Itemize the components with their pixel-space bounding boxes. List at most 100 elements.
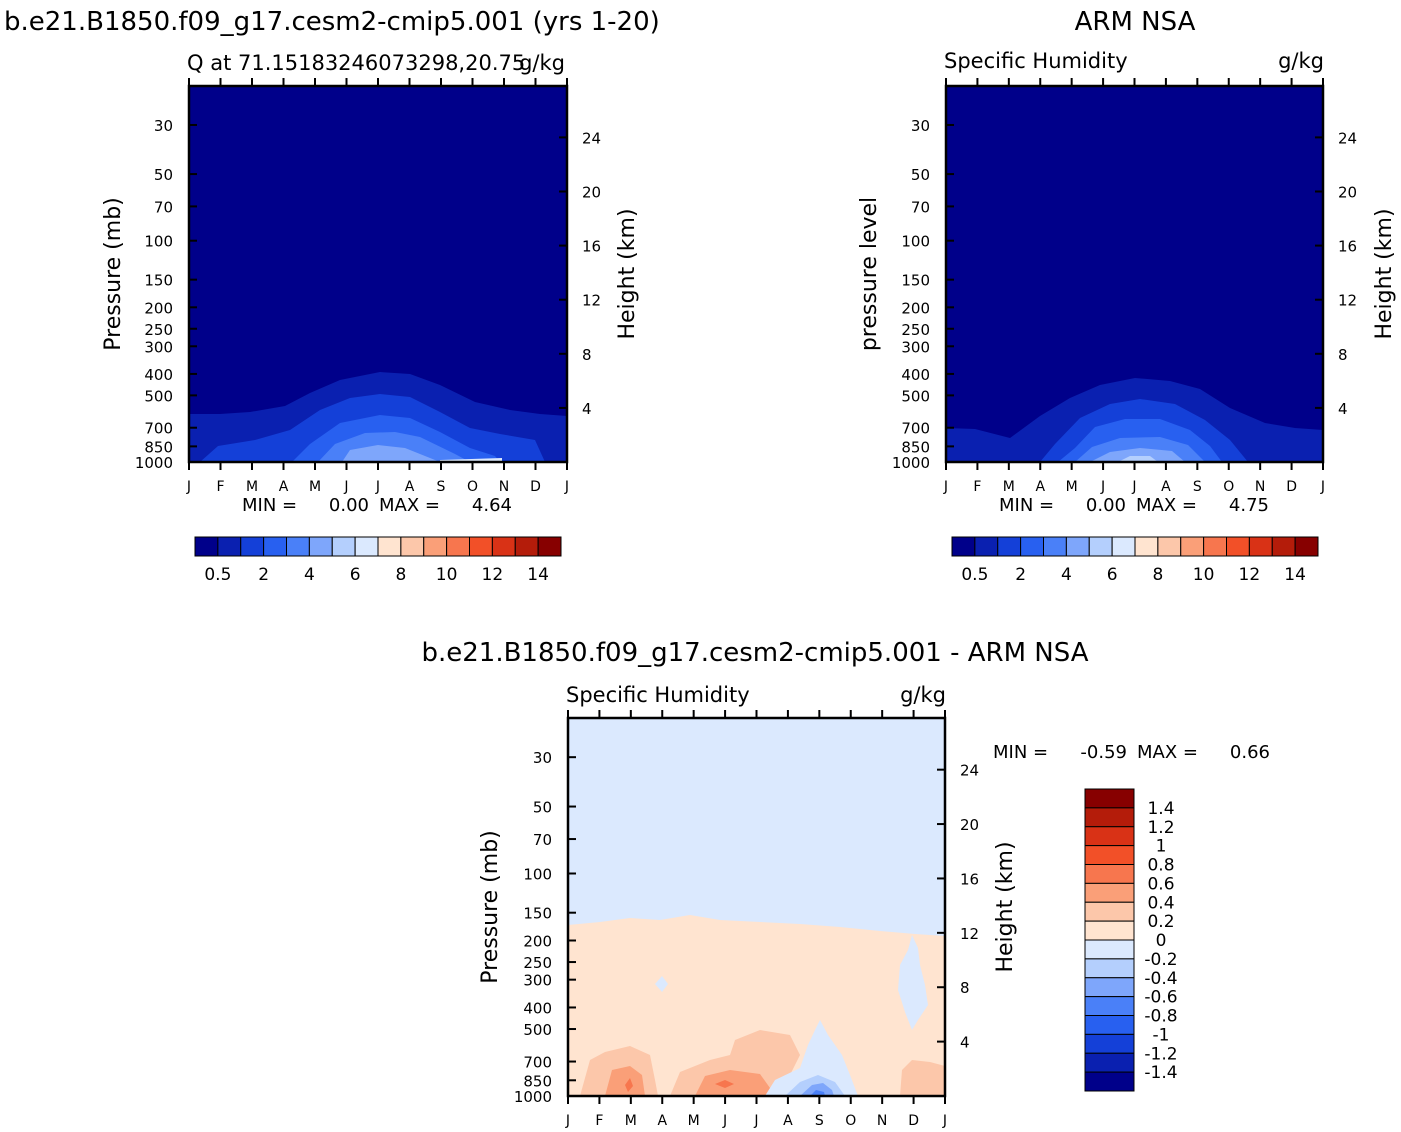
panel-model-units: g/kg xyxy=(519,51,565,75)
panel-model-min-label: MIN = xyxy=(242,495,297,516)
colorbar-swatch xyxy=(423,536,448,557)
colorbar-label: 10 xyxy=(436,565,458,585)
y-right-tick-label: 12 xyxy=(1338,292,1357,310)
colorbar-label: 4 xyxy=(304,565,315,585)
colorbar-swatch xyxy=(1043,536,1067,557)
panel-diff: b.e21.B1850.f09_g17.cesm2-cmip5.001 - AR… xyxy=(421,638,1270,1129)
panel-model: b.e21.B1850.f09_g17.cesm2-cmip5.001 (yrs… xyxy=(4,7,660,585)
x-tick-label: A xyxy=(783,1113,793,1129)
x-tick-label: F xyxy=(973,479,981,495)
panel-obs-min-value: 0.00 xyxy=(1086,495,1126,516)
colorbar-label: -0.4 xyxy=(1144,969,1177,989)
colorbar-label: 0.6 xyxy=(1147,874,1174,894)
panel-diff-ylabel-right: Height (km) xyxy=(993,841,1018,972)
colorbar-swatch xyxy=(1088,536,1113,557)
y-tick-label: 700 xyxy=(901,420,930,438)
y-right-tick-label: 8 xyxy=(960,979,970,997)
colorbar-label: 14 xyxy=(527,565,549,585)
y-right-tick-label: 8 xyxy=(582,346,592,364)
panel-diff-subtitle: Specific Humidity xyxy=(566,683,750,707)
x-tick-label: S xyxy=(1193,479,1202,495)
colorbar-label: 0.5 xyxy=(204,565,231,585)
y-tick-label: 1000 xyxy=(892,454,930,472)
x-tick-label: A xyxy=(279,479,289,495)
colorbar-swatch xyxy=(1294,536,1319,557)
y-tick-label: 700 xyxy=(144,420,173,438)
colorbar-label: 6 xyxy=(1107,565,1118,585)
colorbar-label: 14 xyxy=(1284,565,1306,585)
panel-obs-colorbar: 0.5 2 4 6 8 10 12 14 xyxy=(951,536,1319,585)
y-right-tick-label: 16 xyxy=(582,238,601,256)
y-tick-label: 100 xyxy=(144,233,173,251)
colorbar-swatch xyxy=(1084,845,1135,865)
y-right-tick-label: 16 xyxy=(960,870,979,888)
x-tick-label: O xyxy=(467,479,478,495)
y-right-tick-label: 8 xyxy=(1338,346,1348,364)
colorbar-swatch xyxy=(537,536,562,557)
x-tick-label: M xyxy=(309,479,321,495)
panel-model-contours xyxy=(189,86,567,462)
panel-model-min-value: 0.00 xyxy=(329,495,369,516)
colorbar-swatch xyxy=(997,536,1022,557)
y-tick-label: 200 xyxy=(144,299,173,317)
colorbar-swatch xyxy=(1084,864,1135,884)
panel-diff-contours xyxy=(568,718,945,1096)
panel-diff-max-value: 0.66 xyxy=(1230,742,1270,763)
colorbar-swatch xyxy=(1271,536,1296,557)
colorbar-swatch xyxy=(514,536,539,557)
colorbar-label: -1.2 xyxy=(1144,1044,1177,1064)
panel-diff-units: g/kg xyxy=(900,683,946,707)
y-tick-label: 30 xyxy=(154,117,173,135)
colorbar-label: -0.6 xyxy=(1144,988,1177,1008)
colorbar-swatch xyxy=(1084,807,1135,828)
colorbar-swatch xyxy=(1157,536,1182,557)
x-tick-label: S xyxy=(437,479,446,495)
x-tick-label: S xyxy=(815,1113,824,1129)
x-tick-label: F xyxy=(595,1113,603,1129)
y-tick-label: 50 xyxy=(154,166,173,184)
colorbar-swatch xyxy=(974,536,999,557)
y-tick-label: 200 xyxy=(901,299,930,317)
colorbar-swatch xyxy=(491,536,516,557)
colorbar-label: 4 xyxy=(1061,565,1072,585)
panel-obs-max-value: 4.75 xyxy=(1229,495,1269,516)
colorbar-swatch xyxy=(1084,882,1135,903)
x-tick-label: N xyxy=(499,479,509,495)
x-tick-label: D xyxy=(908,1113,919,1129)
panel-obs-subtitle: Specific Humidity xyxy=(944,49,1128,73)
x-tick-label: J xyxy=(564,479,569,495)
colorbar-label: 2 xyxy=(258,565,269,585)
panel-model-colorbar: 0.5 2 4 6 8 10 12 14 xyxy=(194,536,562,585)
colorbar-swatch xyxy=(1084,939,1135,960)
x-tick-label: J xyxy=(943,479,948,495)
panel-obs-units: g/kg xyxy=(1278,49,1324,73)
y-tick-label: 300 xyxy=(901,338,930,356)
colorbar-swatch xyxy=(1084,1033,1135,1054)
x-tick-label: J xyxy=(753,1113,758,1129)
y-tick-label: 500 xyxy=(523,1021,552,1039)
x-tick-label: J xyxy=(375,479,380,495)
x-tick-label: D xyxy=(1286,479,1297,495)
colorbar-label: 0 xyxy=(1156,931,1167,951)
y-tick-label: 70 xyxy=(154,198,173,216)
colorbar-swatch xyxy=(1084,977,1135,998)
y-right-tick-label: 24 xyxy=(960,762,979,780)
colorbar-label: 8 xyxy=(1152,565,1163,585)
y-tick-label: 100 xyxy=(901,233,930,251)
y-tick-label: 30 xyxy=(533,749,552,767)
panel-obs-ylabel: pressure level xyxy=(857,197,882,351)
y-tick-label: 850 xyxy=(144,438,173,456)
colorbar-label: -0.8 xyxy=(1144,1007,1177,1027)
colorbar-swatch xyxy=(951,536,976,557)
colorbar-swatch xyxy=(1065,536,1090,557)
y-right-tick-label: 4 xyxy=(960,1034,970,1052)
x-tick-label: J xyxy=(722,1113,727,1129)
colorbar-swatch xyxy=(308,536,333,557)
y-right-tick-label: 24 xyxy=(1338,129,1357,147)
panel-diff-colorbar: 1.41.210.80.60.40.20-0.2-0.4-0.6-0.8-1-1… xyxy=(1084,788,1178,1092)
y-tick-label: 150 xyxy=(523,905,552,923)
colorbar-swatch xyxy=(240,536,265,557)
panel-obs-title: ARM NSA xyxy=(1075,7,1196,37)
